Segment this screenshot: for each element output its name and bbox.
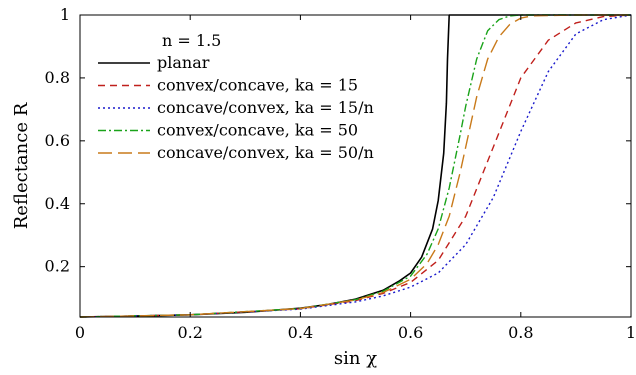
legend-label-4: concave/convex, ka = 50/n: [157, 143, 374, 162]
plot-frame: [79, 14, 632, 318]
axis-ticks: [79, 14, 632, 317]
x-tick-label: 0.8: [508, 323, 533, 342]
legend: n = 1.5 planar convex/concave, ka = 15 con…: [98, 31, 374, 162]
legend-label-3: convex/concave, ka = 50: [157, 121, 358, 140]
legend-label-1: convex/concave, ka = 15: [157, 76, 358, 95]
legend-title: n = 1.5: [162, 31, 221, 50]
x-tick-label: 1: [626, 323, 636, 342]
y-tick-label: 0.4: [45, 194, 70, 213]
x-tick-label: 0.6: [398, 323, 423, 342]
y-tick-label: 0.6: [45, 131, 70, 150]
x-tick-label: 0.4: [288, 323, 313, 342]
y-tick-label: 0.8: [45, 68, 70, 87]
legend-label-0: planar: [157, 53, 210, 72]
x-tick-label: 0: [75, 323, 85, 342]
y-tick-label: 1: [60, 5, 70, 24]
x-axis-label: sin χ: [334, 348, 377, 369]
axis-tick-labels: 0 0.2 0.4 0.6 0.8 1 0.2 0.4 0.6 0.8 1: [45, 5, 636, 342]
y-axis-label: Reflectance R: [11, 102, 32, 229]
legend-label-2: concave/convex, ka = 15/n: [157, 98, 374, 117]
x-tick-label: 0.2: [177, 323, 202, 342]
y-tick-label: 0.2: [45, 257, 70, 276]
